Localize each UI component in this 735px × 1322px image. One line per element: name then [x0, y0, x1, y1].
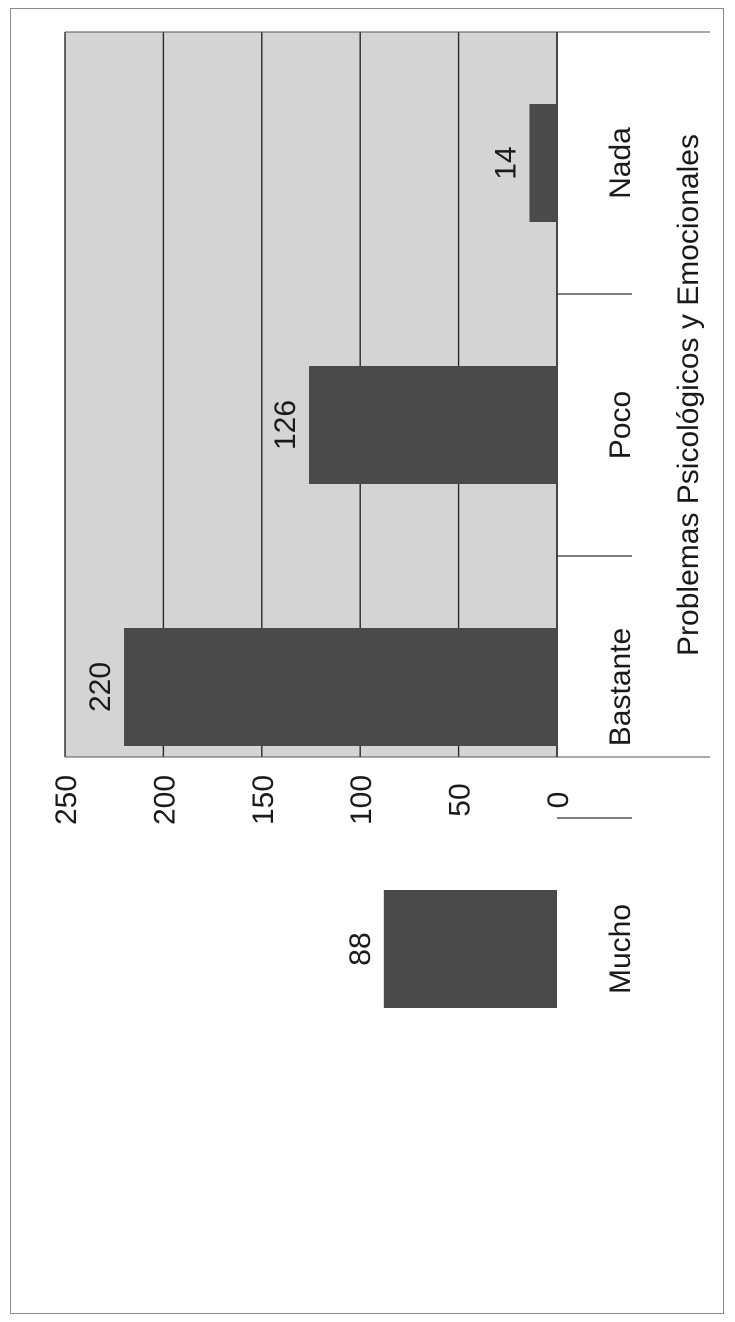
- value-tick-label: 250: [50, 775, 83, 825]
- bar: [124, 628, 557, 746]
- category-label: Poco: [604, 391, 637, 459]
- value-axis-tick-labels: 0 50 100 150 200 250: [50, 775, 575, 825]
- value-tick-label: 200: [148, 775, 181, 825]
- data-label: 126: [269, 400, 302, 450]
- data-labels: 88 220 126 14: [84, 146, 522, 965]
- data-label: 220: [84, 662, 117, 712]
- x-axis-title: Problemas Psicológicos y Emocionales: [672, 134, 705, 656]
- bar: [309, 366, 557, 484]
- bar: [383, 890, 557, 1008]
- category-label: Bastante: [604, 628, 637, 746]
- category-labels: Mucho Bastante Poco Nada: [604, 127, 637, 994]
- value-tick-label: 50: [444, 783, 477, 816]
- value-tick-label: 150: [247, 775, 280, 825]
- category-label: Nada: [604, 127, 637, 199]
- data-label: 14: [489, 146, 522, 179]
- category-label: Mucho: [604, 904, 637, 994]
- bars: [124, 104, 557, 1008]
- category-ticks: [557, 293, 632, 819]
- value-tick-label: 0: [542, 792, 575, 809]
- bar: [529, 104, 557, 222]
- value-tick-label: 100: [345, 775, 378, 825]
- data-label: 88: [344, 932, 377, 965]
